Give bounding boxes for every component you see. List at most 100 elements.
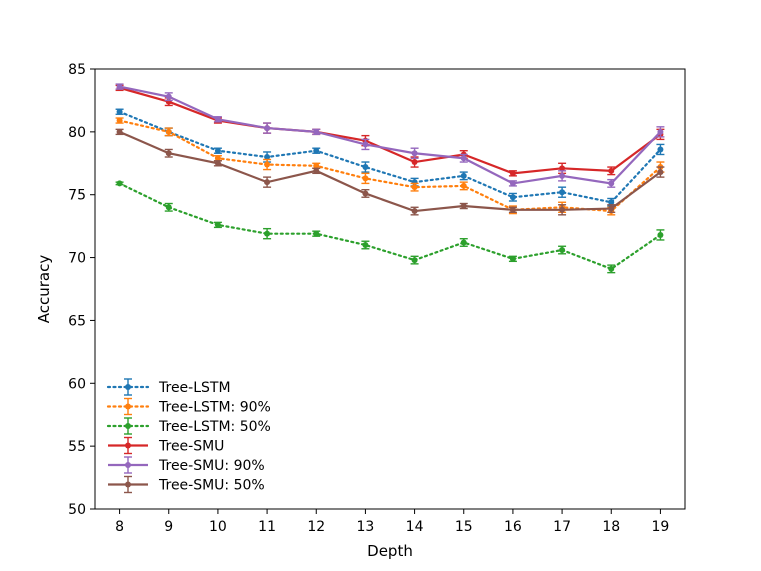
legend-label: Tree-SMU: 90% (158, 458, 265, 474)
x-tick-label: 11 (258, 519, 276, 535)
data-point (411, 208, 418, 215)
data-point (362, 175, 369, 182)
data-point (608, 205, 615, 212)
data-point (559, 247, 566, 254)
data-point (264, 179, 271, 186)
data-point (313, 167, 320, 174)
legend-marker (125, 384, 131, 390)
series-tree-lstm-50 (115, 180, 665, 274)
data-point (460, 155, 467, 162)
data-point (657, 146, 664, 153)
x-tick-label: 17 (553, 519, 571, 535)
data-point (559, 172, 566, 179)
y-tick-label: 55 (68, 439, 86, 455)
series-line (119, 130, 662, 213)
legend-label: Tree-LSTM (158, 380, 231, 396)
data-point (411, 150, 418, 157)
series-line (118, 182, 662, 271)
x-tick-label: 10 (209, 519, 227, 535)
plot-frame (94, 68, 686, 510)
legend-marker (125, 423, 131, 429)
y-axis-title: Accuracy (35, 255, 53, 324)
x-tick-label: 16 (504, 519, 522, 535)
data-point (313, 128, 320, 135)
x-tick-label: 19 (652, 519, 670, 535)
axis-layer: 8 9 10 11 12 13 14 15 16 17 18 19 50 55 60 65 70 75 80 85 (68, 62, 669, 535)
data-point (509, 194, 516, 201)
data-point (411, 184, 418, 191)
x-tick-label: 8 (115, 519, 124, 535)
legend-marker (125, 442, 131, 449)
series-tree-smu-90 (115, 83, 665, 188)
y-tick-label: 50 (68, 502, 86, 518)
y-tick-label: 80 (68, 125, 86, 141)
x-tick-label: 12 (307, 519, 325, 535)
x-tick-label: 9 (164, 519, 173, 535)
data-point (116, 83, 123, 90)
data-point (264, 161, 271, 168)
x-tick-label: 18 (602, 519, 620, 535)
data-point (559, 165, 566, 172)
y-tick-label: 70 (68, 251, 86, 267)
data-point (264, 154, 271, 160)
series-layer (115, 83, 665, 274)
y-tick-label: 60 (68, 376, 86, 392)
legend-entry: Tree-SMU: 50% (108, 475, 265, 494)
legend-entry: Tree-SMU (108, 436, 224, 455)
x-tick-label: 14 (406, 519, 424, 535)
data-point (411, 159, 418, 166)
data-point (264, 125, 271, 132)
series-line (119, 85, 662, 185)
x-tick-label: 15 (455, 519, 473, 535)
legend-label: Tree-LSTM: 90% (158, 400, 271, 416)
data-point (509, 170, 516, 177)
legend: Tree-LSTM Tree-LSTM: 90% Tree-LSTM: 50% Tre… (106, 378, 271, 494)
data-point (313, 147, 320, 154)
legend-entry: Tree-LSTM: 90% (106, 397, 271, 416)
data-point (165, 128, 172, 135)
data-point (214, 160, 221, 167)
data-point (116, 117, 123, 124)
data-point (559, 189, 566, 196)
data-point (657, 128, 664, 135)
data-point (362, 164, 369, 171)
data-point (116, 128, 123, 135)
data-point (214, 116, 221, 123)
data-point (411, 257, 418, 264)
series-tree-smu-50 (115, 128, 665, 216)
data-point (313, 162, 320, 169)
data-point (165, 204, 172, 211)
data-point (460, 182, 467, 189)
legend-label: Tree-SMU: 50% (158, 478, 265, 494)
x-axis-title: Depth (367, 542, 413, 560)
y-tick-label: 85 (68, 62, 86, 78)
data-point (460, 203, 467, 210)
legend-entry: Tree-SMU: 90% (108, 456, 265, 474)
data-point (608, 265, 615, 272)
y-tick-label: 75 (68, 188, 86, 204)
data-point (362, 141, 369, 148)
legend-marker (125, 462, 131, 468)
data-point (362, 190, 369, 197)
data-point (509, 206, 516, 213)
y-tick-label: 65 (68, 313, 86, 329)
data-point (116, 108, 123, 115)
legend-label: Tree-SMU (158, 439, 224, 455)
legend-label: Tree-LSTM: 50% (158, 419, 271, 435)
data-point (214, 221, 221, 228)
data-point (214, 147, 221, 154)
data-point (657, 231, 664, 238)
series-line (118, 119, 662, 213)
data-point (165, 93, 172, 100)
data-point (509, 180, 516, 187)
data-point (460, 172, 467, 179)
series-line (119, 86, 662, 175)
data-point (116, 180, 123, 187)
data-point (264, 230, 271, 237)
x-tick-label: 13 (357, 519, 375, 535)
legend-marker (125, 481, 131, 488)
data-point (509, 255, 516, 262)
data-point (460, 239, 467, 246)
data-point (214, 155, 221, 162)
